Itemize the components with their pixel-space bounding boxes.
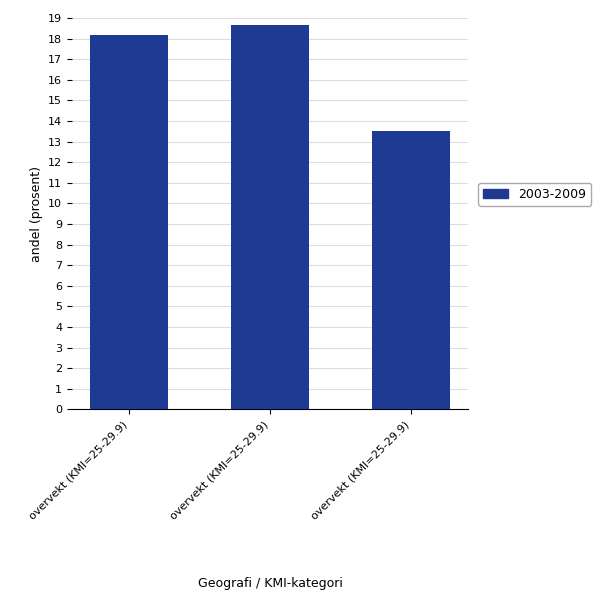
Bar [90, 34, 167, 409]
Y-axis label: andel (prosent): andel (prosent) [29, 166, 43, 262]
Bar [373, 131, 450, 409]
X-axis label: Geografi / KMI-kategori: Geografi / KMI-kategori [197, 577, 343, 590]
Bar [231, 25, 309, 409]
Legend: 2003-2009: 2003-2009 [478, 182, 591, 206]
